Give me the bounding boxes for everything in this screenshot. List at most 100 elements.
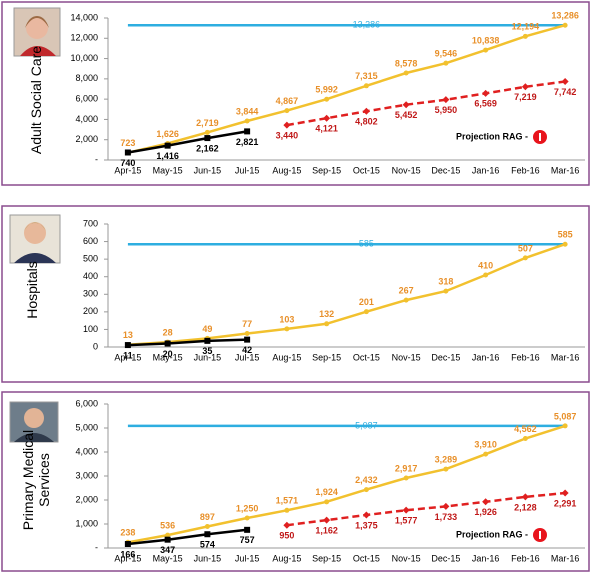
data-label: 1,250 [236, 503, 259, 513]
data-label: 4,867 [276, 96, 299, 106]
data-label: 3,910 [474, 440, 497, 450]
x-tick-label: Oct-15 [353, 553, 380, 563]
point [244, 128, 251, 135]
x-tick-label: May-15 [153, 553, 183, 563]
point [284, 326, 290, 332]
point [403, 475, 409, 481]
point [443, 466, 449, 472]
data-label: 7,219 [514, 92, 537, 102]
data-label: 166 [120, 549, 135, 559]
data-label: 1,733 [435, 512, 458, 522]
point [204, 129, 210, 135]
x-tick-label: Mar-16 [551, 165, 580, 175]
x-tick-label: Jan-16 [472, 553, 500, 563]
y-tick-label: 8,000 [75, 73, 98, 83]
data-label: 103 [279, 314, 294, 324]
y-tick-label: 4,000 [75, 446, 98, 456]
point [164, 142, 171, 149]
data-label: 42 [242, 345, 252, 355]
x-tick-label: Dec-15 [431, 165, 460, 175]
data-label: 49 [202, 324, 212, 334]
data-label: 10,838 [472, 35, 500, 45]
x-tick-label: Jul-15 [235, 553, 260, 563]
x-tick-label: May-15 [153, 352, 183, 362]
x-tick-label: Jan-16 [472, 352, 500, 362]
y-tick-label: 6,000 [75, 398, 98, 408]
y-tick-label: 200 [83, 306, 98, 316]
data-label: 267 [399, 285, 414, 295]
series-line [127, 424, 566, 544]
data-label: 13,286 [551, 11, 579, 21]
x-tick-label: Jun-15 [194, 553, 222, 563]
data-label: 1,924 [315, 487, 338, 497]
data-label: 2,719 [196, 118, 219, 128]
series-line [286, 80, 566, 127]
data-label: 11 [123, 350, 133, 360]
rag-icon-mark [539, 133, 541, 141]
point [204, 135, 211, 142]
series-line [127, 23, 566, 154]
point [442, 96, 450, 104]
point [363, 309, 369, 315]
data-label: 574 [200, 540, 215, 550]
y-tick-label: - [95, 154, 98, 164]
point [244, 515, 250, 521]
point [164, 340, 171, 347]
data-label: 201 [359, 297, 374, 307]
point [244, 526, 251, 533]
data-label: 585 [359, 239, 374, 249]
data-label: 238 [120, 528, 135, 538]
point [402, 506, 410, 514]
data-label: 1,626 [156, 129, 179, 139]
data-label: 13 [123, 330, 133, 340]
point [362, 107, 370, 115]
series-line [286, 491, 566, 527]
y-tick-label: 3,000 [75, 470, 98, 480]
y-axis-label: Adult Social Care [28, 45, 44, 155]
x-tick-label: Nov-15 [392, 553, 421, 563]
point [521, 83, 529, 91]
point [362, 511, 370, 519]
point [443, 288, 449, 294]
point [442, 502, 450, 510]
point [124, 342, 131, 349]
point [244, 118, 250, 124]
data-label: 13,286 [353, 20, 381, 30]
point [323, 516, 331, 524]
x-tick-label: Feb-16 [511, 352, 540, 362]
x-tick-label: Aug-15 [272, 352, 301, 362]
point [124, 149, 131, 156]
photo [9, 401, 59, 443]
data-label: 3,844 [236, 106, 259, 116]
x-tick-label: Jun-15 [194, 165, 222, 175]
x-tick-label: May-15 [153, 165, 183, 175]
data-label: 723 [120, 138, 135, 148]
point [244, 336, 251, 343]
y-tick-label: 6,000 [75, 94, 98, 104]
data-label: 2,291 [554, 498, 577, 508]
photo [9, 214, 61, 264]
point [443, 60, 449, 66]
point [561, 77, 569, 85]
point [324, 321, 330, 327]
data-label: 1,162 [315, 525, 338, 535]
data-label: 4,562 [514, 424, 537, 434]
y-tick-label: 2,000 [75, 494, 98, 504]
data-label: 757 [240, 535, 255, 545]
point [562, 22, 568, 28]
point [324, 96, 330, 102]
x-tick-label: Nov-15 [392, 352, 421, 362]
x-tick-label: Apr-15 [114, 553, 141, 563]
data-label: 77 [242, 319, 252, 329]
point [522, 33, 528, 39]
x-tick-label: Dec-15 [431, 553, 460, 563]
data-label: 1,571 [276, 496, 299, 506]
data-label: 2,917 [395, 463, 418, 473]
y-tick-label: 12,000 [70, 33, 98, 43]
point [284, 507, 290, 513]
x-tick-label: Jul-15 [235, 352, 260, 362]
point [324, 499, 330, 505]
data-label: 20 [163, 349, 173, 359]
data-label: 5,087 [554, 411, 577, 421]
point [284, 108, 290, 114]
